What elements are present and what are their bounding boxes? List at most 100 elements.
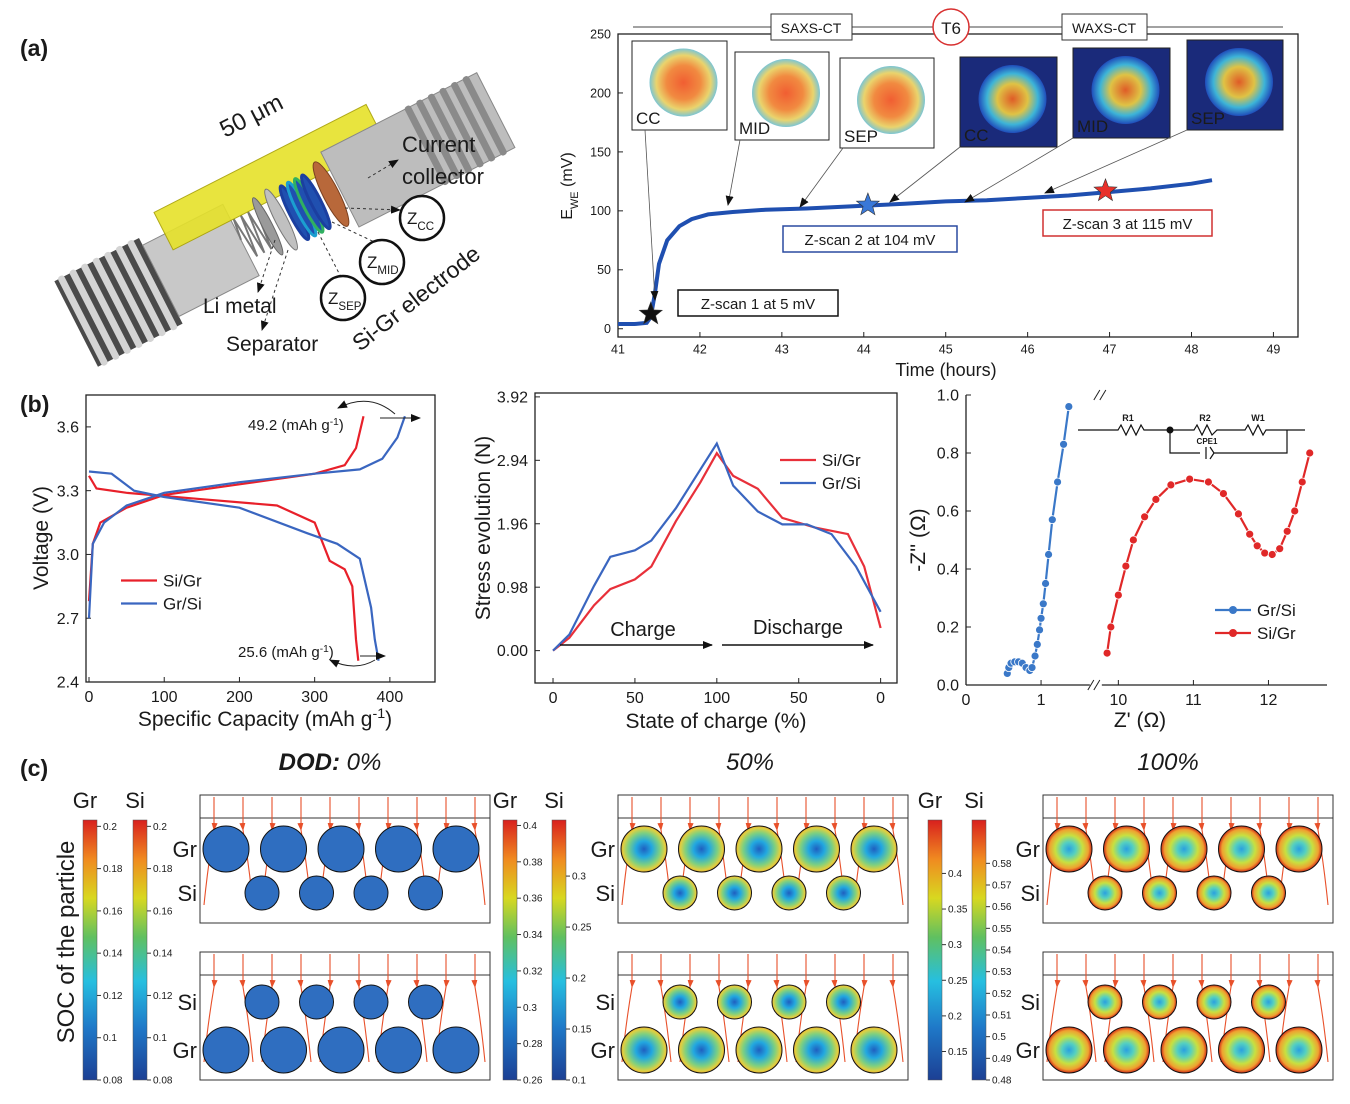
flux-line xyxy=(889,954,904,1063)
si-particle xyxy=(1196,984,1232,1020)
gr-particle xyxy=(1160,1026,1208,1074)
si-particle xyxy=(826,875,861,911)
series-marker xyxy=(1204,477,1213,487)
series-marker xyxy=(1297,477,1307,487)
dod-value: 100% xyxy=(1137,749,1198,776)
gr-particle xyxy=(260,825,307,873)
annotation: 49.2 (mAh g-1) xyxy=(248,417,344,435)
x-tick-label: 100 xyxy=(703,690,730,707)
ridge xyxy=(439,87,484,168)
inset-map xyxy=(857,66,925,134)
y-tick-label: 1.96 xyxy=(497,516,528,533)
gr-particle xyxy=(375,1026,422,1074)
legend-label: Gr/Si xyxy=(822,474,861,493)
si-particle xyxy=(1251,875,1286,911)
x-tick-label: 47 xyxy=(1103,343,1117,357)
colorbar xyxy=(502,819,518,1081)
row-label: Si xyxy=(177,881,197,906)
inset-pointer xyxy=(725,139,741,206)
colorbar-tick-label: 0.58 xyxy=(992,859,1012,870)
x-tick-label: 49 xyxy=(1266,343,1280,357)
ridge xyxy=(416,99,461,180)
header: WAXS-CT xyxy=(1072,20,1136,36)
legend-label: Gr/Si xyxy=(1257,601,1296,620)
colorbar-tick-label: 0.4 xyxy=(523,821,537,832)
legend-marker xyxy=(1229,606,1237,614)
separator-disk xyxy=(264,188,298,251)
x-axis-label-part: Specific Capacity (mAh g xyxy=(138,708,373,731)
circuit-label: R2 xyxy=(1199,413,1211,423)
impedance-label-part: Z xyxy=(407,209,417,228)
circuit xyxy=(1078,423,1305,460)
flux-line xyxy=(471,797,486,906)
series-marker xyxy=(1140,512,1150,522)
flux-line xyxy=(1314,954,1329,1063)
y-tick-label: 0.0 xyxy=(937,678,959,695)
colorbar-tick-label: 0.32 xyxy=(523,966,543,977)
plot-frame xyxy=(85,394,436,683)
si-particle xyxy=(717,984,752,1020)
x-axis-label-part: ) xyxy=(385,708,392,731)
colorbar-tick-label: 0.2 xyxy=(572,974,586,985)
copper-disk xyxy=(312,161,350,227)
y-axis-label: Voltage (V) xyxy=(30,486,53,590)
ridge xyxy=(69,269,120,360)
ridge xyxy=(451,81,496,162)
colorbar-tick-label: 0.08 xyxy=(103,1076,123,1087)
si-particle xyxy=(244,875,280,911)
gr-particle xyxy=(735,1026,783,1074)
gr-particle xyxy=(793,1026,840,1074)
annotation-box xyxy=(782,225,958,253)
series-marker xyxy=(1030,651,1040,661)
colorbar-tick-label: 0.1 xyxy=(153,1033,167,1044)
series-marker xyxy=(1282,526,1292,536)
si-particle xyxy=(1142,984,1177,1020)
impedance-label-part: Z xyxy=(367,253,377,272)
annotation: Charge xyxy=(610,619,676,641)
series-marker xyxy=(1027,663,1037,672)
y-tick-label: 0.00 xyxy=(497,643,528,660)
colorbar-tick-label: 0.12 xyxy=(103,991,123,1002)
series-marker xyxy=(1035,625,1044,635)
si-particle xyxy=(662,875,698,911)
annotation: Z-scan 2 at 104 mV xyxy=(805,232,936,249)
gr-particle xyxy=(850,1026,898,1074)
inset-pointer xyxy=(799,147,844,208)
circuit-label: R1 xyxy=(1122,413,1134,423)
y-tick-label: 100 xyxy=(590,204,611,218)
row-label: Si xyxy=(595,881,615,906)
colorbar-tick-label: 0.3 xyxy=(948,940,962,951)
annotation-box xyxy=(677,289,839,317)
colorbar-tick-label: 0.5 xyxy=(992,1032,1006,1043)
legend-label: Gr/Si xyxy=(163,595,202,614)
cell-diagram xyxy=(54,72,516,367)
inset-label: CC xyxy=(964,126,989,145)
label: collector xyxy=(402,164,484,189)
row-label: Si xyxy=(1020,990,1040,1015)
colorbar xyxy=(551,819,567,1081)
si-particle xyxy=(1142,875,1177,911)
x-axis-label: Specific Capacity (mAh g-1) xyxy=(138,706,392,731)
x-axis-label-part: -1 xyxy=(372,706,385,722)
colorbar-tick-label: 0.2 xyxy=(153,822,167,833)
circuit-node xyxy=(1166,426,1174,434)
si-particle xyxy=(771,875,807,911)
y-tick-label: 200 xyxy=(590,86,611,100)
colorbar-tick-label: 0.14 xyxy=(153,949,173,960)
x-axis-label: Z' (Ω) xyxy=(1114,709,1166,732)
x-axis-label: State of charge (%) xyxy=(626,710,807,733)
series-marker xyxy=(1234,509,1243,519)
series-marker xyxy=(1245,529,1255,539)
series-marker xyxy=(1166,480,1176,490)
axis-break xyxy=(1093,389,1107,401)
ridge xyxy=(58,275,108,366)
x-tick-label: 11 xyxy=(1185,692,1202,709)
y-axis-label: EWE (mV) xyxy=(559,152,581,219)
impedance-label-part: Z xyxy=(328,289,338,308)
flux-line xyxy=(355,954,370,1063)
colorbar-tick-label: 0.38 xyxy=(523,857,543,868)
dod-title: 100% xyxy=(1137,749,1198,776)
impedance-label-part: CC xyxy=(417,221,434,233)
x-tick-label: 50 xyxy=(626,690,644,707)
